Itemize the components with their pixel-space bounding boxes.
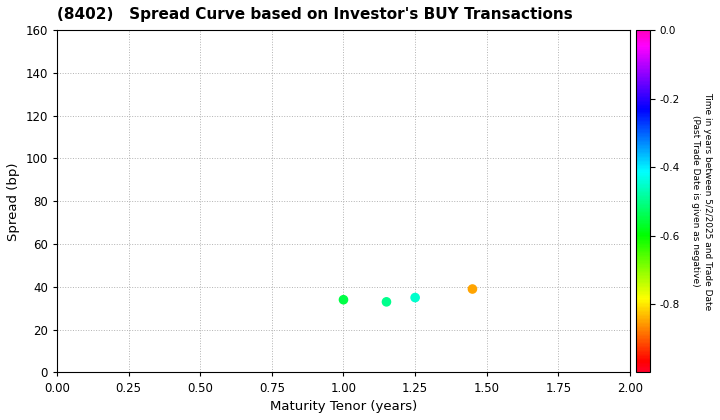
Text: (8402)   Spread Curve based on Investor's BUY Transactions: (8402) Spread Curve based on Investor's … — [57, 7, 572, 22]
Point — [381, 299, 392, 305]
Point — [467, 286, 478, 292]
Y-axis label: Spread (bp): Spread (bp) — [7, 162, 20, 241]
X-axis label: Maturity Tenor (years): Maturity Tenor (years) — [270, 400, 417, 413]
Point — [338, 297, 349, 303]
Y-axis label: Time in years between 5/2/2025 and Trade Date
(Past Trade Date is given as negat: Time in years between 5/2/2025 and Trade… — [691, 92, 712, 310]
Point — [410, 294, 421, 301]
